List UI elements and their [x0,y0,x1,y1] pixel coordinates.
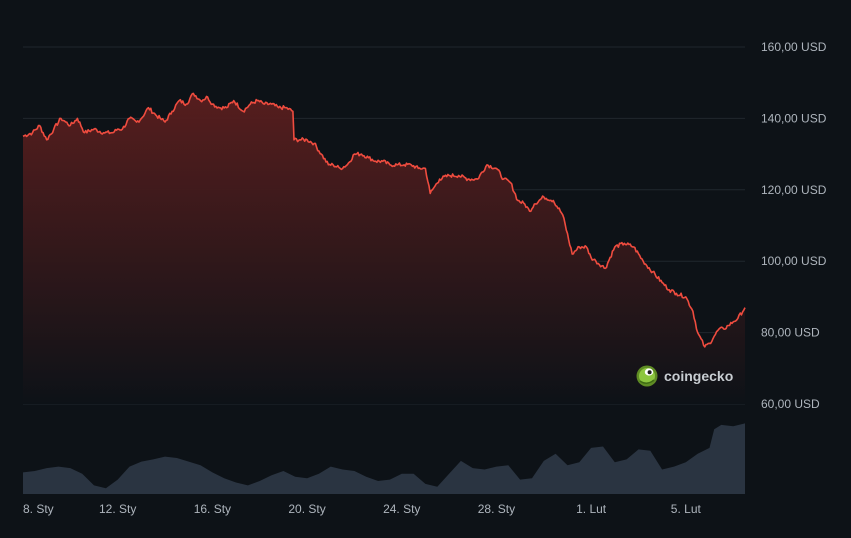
price-area [23,93,745,405]
watermark-text: coingecko [664,368,733,384]
x-tick-label: 28. Sty [478,502,515,516]
volume-fill [23,423,745,494]
price-line-group [22,92,746,348]
x-tick-label: 5. Lut [671,502,702,516]
coingecko-watermark: coingecko [636,365,733,387]
y-tick-label: 160,00 USD [761,40,827,54]
gecko-logo-icon [636,365,658,387]
price-line [22,92,746,348]
y-tick-label: 60,00 USD [761,397,820,411]
price-area-fill [23,93,745,405]
x-tick-label: 1. Lut [576,502,607,516]
x-tick-label: 12. Sty [99,502,136,516]
x-tick-label: 16. Sty [194,502,231,516]
x-tick-label: 8. Sty [23,502,54,516]
x-axis-ticks: 8. Sty 12. Sty 16. Sty 20. Sty 24. Sty 28. St… [23,502,701,516]
x-tick-label: 24. Sty [383,502,420,516]
y-tick-label: 120,00 USD [761,183,827,197]
y-tick-label: 80,00 USD [761,326,820,340]
x-tick-label: 20. Sty [288,502,325,516]
y-tick-label: 100,00 USD [761,254,827,268]
volume-area [23,423,745,494]
y-tick-label: 140,00 USD [761,111,827,125]
y-axis-ticks: 160,00 USD 140,00 USD 120,00 USD 100,00 USD… [761,40,827,411]
